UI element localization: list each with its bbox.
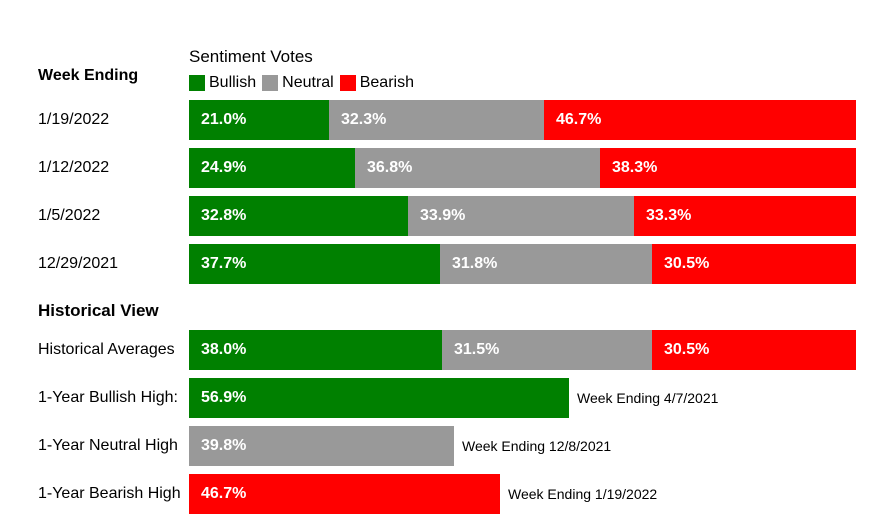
week-row-3-bar: 32.8% 33.9% 33.3%	[189, 196, 856, 236]
historical-averages-bearish-segment: 30.5%	[652, 330, 856, 370]
bullish-high-segment: 56.9%	[189, 378, 569, 418]
bearish-high-segment: 46.7%	[189, 474, 500, 514]
historical-view-heading: Historical View	[38, 301, 159, 320]
neutral-high-segment: 39.8%	[189, 426, 454, 466]
chart-title: Sentiment Votes	[189, 47, 313, 66]
legend-swatch-neutral	[262, 75, 279, 91]
historical-averages-bullish-segment: 38.0%	[189, 330, 442, 370]
week-row-1-label: 1/19/2022	[38, 111, 110, 128]
week-row-1-bullish-segment: 21.0%	[189, 100, 329, 140]
legend-item-neutral: Neutral	[262, 74, 334, 92]
neutral-high-label: 1-Year Neutral High	[38, 437, 178, 454]
week-row-2-label: 1/12/2022	[38, 159, 110, 176]
week-row-1-bar: 21.0% 32.3% 46.7%	[189, 100, 856, 140]
legend-label-bearish: Bearish	[359, 74, 414, 91]
week-row-2-bar: 24.9% 36.8% 38.3%	[189, 148, 856, 188]
historical-averages-neutral-segment: 31.5%	[442, 330, 652, 370]
week-row-1-neutral-segment: 32.3%	[329, 100, 544, 140]
week-row-2-bullish-segment: 24.9%	[189, 148, 355, 188]
legend: Bullish Neutral Bearish	[189, 73, 420, 93]
week-row-2-bearish-segment: 38.3%	[600, 148, 856, 188]
week-row-4-bar: 37.7% 31.8% 30.5%	[189, 244, 856, 284]
week-ending-heading: Week Ending	[38, 67, 139, 84]
week-row-4-label: 12/29/2021	[38, 255, 119, 272]
legend-swatch-bearish	[339, 75, 356, 91]
bullish-high-bar: 56.9% Week Ending 4/7/2021	[189, 378, 856, 418]
week-row-2-neutral-segment: 36.8%	[355, 148, 600, 188]
week-row-3-label: 1/5/2022	[38, 207, 101, 224]
legend-swatch-bullish	[189, 75, 205, 91]
week-row-4-bearish-segment: 30.5%	[652, 244, 856, 284]
neutral-high-bar: 39.8% Week Ending 12/8/2021	[189, 426, 856, 466]
week-row-3-bullish-segment: 32.8%	[189, 196, 408, 236]
bearish-high-bar: 46.7% Week Ending 1/19/2022	[189, 474, 856, 514]
bearish-high-label: 1-Year Bearish High	[38, 485, 181, 502]
legend-label-bullish: Bullish	[209, 74, 257, 91]
legend-item-bearish: Bearish	[339, 74, 414, 92]
week-row-1-bearish-segment: 46.7%	[544, 100, 856, 140]
bullish-high-label: 1-Year Bullish High:	[38, 389, 178, 406]
week-row-4-bullish-segment: 37.7%	[189, 244, 440, 284]
legend-label-neutral: Neutral	[282, 74, 334, 91]
week-row-3-neutral-segment: 33.9%	[408, 196, 634, 236]
neutral-high-note: Week Ending 12/8/2021	[462, 438, 612, 454]
historical-averages-bar: 38.0% 31.5% 30.5%	[189, 330, 856, 370]
bearish-high-note: Week Ending 1/19/2022	[508, 486, 658, 502]
bullish-high-note: Week Ending 4/7/2021	[577, 390, 719, 406]
week-row-3-bearish-segment: 33.3%	[634, 196, 856, 236]
historical-averages-label: Historical Averages	[38, 341, 175, 358]
legend-item-bullish: Bullish	[189, 74, 256, 92]
week-row-4-neutral-segment: 31.8%	[440, 244, 652, 284]
